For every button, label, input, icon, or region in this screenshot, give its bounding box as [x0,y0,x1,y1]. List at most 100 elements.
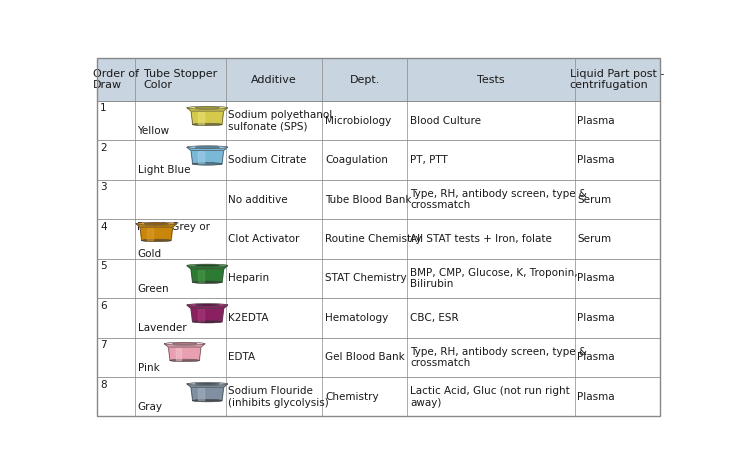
Text: Additive: Additive [251,75,297,85]
Text: Clot Activator: Clot Activator [228,234,300,244]
Text: Green: Green [138,284,169,294]
Text: Light Blue: Light Blue [138,165,190,175]
Ellipse shape [187,106,227,109]
Bar [96,180,659,219]
Polygon shape [191,150,224,164]
Ellipse shape [195,383,219,385]
Bar [96,219,659,258]
Text: Gel Blood Bank: Gel Blood Bank [325,352,405,362]
Text: Dept.: Dept. [350,75,380,85]
Text: STAT Chemistry: STAT Chemistry [325,274,407,283]
Text: 6: 6 [100,301,107,311]
Text: Plasma: Plasma [577,352,615,362]
Text: BMP, CMP, Glucose, K, Troponin,
Bilirubin: BMP, CMP, Glucose, K, Troponin, Bilirubi… [410,267,578,289]
Bar [96,298,659,337]
Text: Gray: Gray [138,402,163,412]
Polygon shape [147,228,153,240]
Polygon shape [176,348,182,360]
Text: CBC, ESR: CBC, ESR [410,313,459,323]
Text: Plasma: Plasma [577,313,615,323]
Polygon shape [191,269,224,282]
Bar [96,101,659,141]
Text: Tube Blood Bank: Tube Blood Bank [325,195,411,204]
Polygon shape [191,387,224,400]
Ellipse shape [172,343,197,345]
Text: Sodium Citrate: Sodium Citrate [228,155,307,165]
Bar [96,377,659,416]
Text: 1: 1 [100,103,107,113]
Text: Plasma: Plasma [577,116,615,125]
Polygon shape [199,151,204,163]
Polygon shape [187,147,227,150]
Ellipse shape [193,400,222,402]
Text: Liquid Part post -
centrifugation: Liquid Part post - centrifugation [570,69,664,90]
Polygon shape [199,112,204,124]
Text: Sodium polyethanol
sulfonate (SPS): Sodium polyethanol sulfonate (SPS) [228,110,333,132]
Text: 5: 5 [100,261,107,271]
Text: 2: 2 [100,143,107,153]
Text: Gold: Gold [137,250,161,259]
Polygon shape [169,347,201,360]
Text: Sodium Flouride
(inhibits glycolysis): Sodium Flouride (inhibits glycolysis) [228,386,329,407]
Text: Coagulation: Coagulation [325,155,388,165]
Polygon shape [140,227,173,241]
Ellipse shape [193,321,222,323]
Ellipse shape [193,123,222,126]
Ellipse shape [144,223,169,225]
Bar [96,58,659,101]
Text: Heparin: Heparin [228,274,269,283]
Text: Microbiology: Microbiology [325,116,392,125]
Polygon shape [187,384,227,387]
Bar [96,141,659,180]
Ellipse shape [195,107,219,109]
Text: Pink: Pink [138,363,159,373]
Text: Routine Chemistry: Routine Chemistry [325,234,422,244]
Polygon shape [199,270,204,282]
Ellipse shape [187,383,227,385]
Ellipse shape [193,163,222,165]
Text: 7: 7 [100,340,107,350]
Polygon shape [136,224,177,227]
Text: Order of
Draw: Order of Draw [93,69,138,90]
Text: K2EDTA: K2EDTA [228,313,269,323]
Text: Hematology: Hematology [325,313,389,323]
Ellipse shape [195,146,219,148]
Text: Blood Culture: Blood Culture [410,116,481,125]
Ellipse shape [187,264,227,267]
Text: Serum: Serum [577,234,612,244]
Text: 8: 8 [100,380,107,390]
Text: 3: 3 [100,182,107,192]
Text: All STAT tests + Iron, folate: All STAT tests + Iron, folate [410,234,552,244]
Ellipse shape [142,239,171,242]
Polygon shape [187,305,227,308]
Text: 4: 4 [100,222,107,232]
Text: No additive: No additive [228,195,288,204]
Text: Lavender: Lavender [138,323,186,333]
Text: EDTA: EDTA [228,352,255,362]
Text: Tests: Tests [477,75,505,85]
Text: Serum: Serum [577,195,612,204]
Polygon shape [187,266,227,269]
Text: Lactic Acid, Gluc (not run right
away): Lactic Acid, Gluc (not run right away) [410,386,570,407]
Text: Type, RH, antibody screen, type &
crossmatch: Type, RH, antibody screen, type & crossm… [410,346,587,368]
Polygon shape [199,388,204,400]
Polygon shape [191,308,224,322]
Bar [96,337,659,377]
Text: Red & Grey or: Red & Grey or [137,222,210,232]
Polygon shape [187,108,227,111]
Ellipse shape [195,304,219,306]
Text: Plasma: Plasma [577,274,615,283]
Text: PT, PTT: PT, PTT [410,155,448,165]
Ellipse shape [193,281,222,283]
Text: Chemistry: Chemistry [325,392,379,402]
Text: Yellow: Yellow [138,126,170,136]
Polygon shape [191,111,224,125]
Text: Plasma: Plasma [577,392,615,402]
Ellipse shape [136,222,177,225]
Ellipse shape [164,342,205,345]
Ellipse shape [187,304,227,306]
Polygon shape [199,309,204,321]
Bar [96,258,659,298]
Polygon shape [164,344,205,347]
Ellipse shape [187,146,227,149]
